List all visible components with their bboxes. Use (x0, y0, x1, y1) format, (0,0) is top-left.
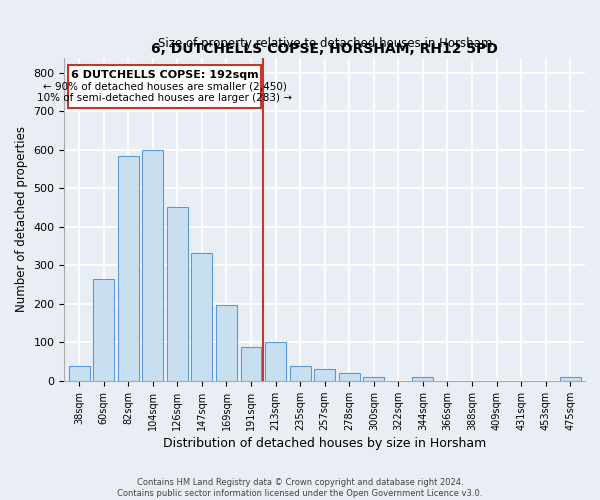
Bar (265, 342, 286, 381)
Bar (364, 377, 384, 381)
X-axis label: Distribution of detached houses by size in Horsham: Distribution of detached houses by size … (163, 437, 487, 450)
Bar (191, 253, 212, 381)
Bar (241, 347, 262, 381)
Bar (560, 377, 581, 381)
Bar (314, 368, 335, 381)
Text: Size of property relative to detached houses in Horsham: Size of property relative to detached ho… (158, 36, 492, 50)
Bar (167, 206, 188, 381)
Bar (93, 279, 114, 381)
Bar (216, 304, 237, 381)
Text: Contains HM Land Registry data © Crown copyright and database right 2024.
Contai: Contains HM Land Registry data © Crown c… (118, 478, 482, 498)
Bar (142, 150, 163, 381)
Bar (69, 366, 89, 381)
Bar (118, 156, 139, 381)
Bar (290, 366, 311, 381)
Text: 6 DUTCHELLS COPSE: 192sqm: 6 DUTCHELLS COPSE: 192sqm (71, 70, 258, 80)
Bar (412, 377, 433, 381)
FancyBboxPatch shape (68, 66, 261, 108)
Title: 6, DUTCHELLS COPSE, HORSHAM, RH12 5PD: 6, DUTCHELLS COPSE, HORSHAM, RH12 5PD (151, 42, 498, 56)
Text: 10% of semi-detached houses are larger (283) →: 10% of semi-detached houses are larger (… (37, 94, 292, 104)
Y-axis label: Number of detached properties: Number of detached properties (15, 126, 28, 312)
Bar (339, 373, 359, 381)
Text: ← 90% of detached houses are smaller (2,450): ← 90% of detached houses are smaller (2,… (43, 82, 286, 92)
